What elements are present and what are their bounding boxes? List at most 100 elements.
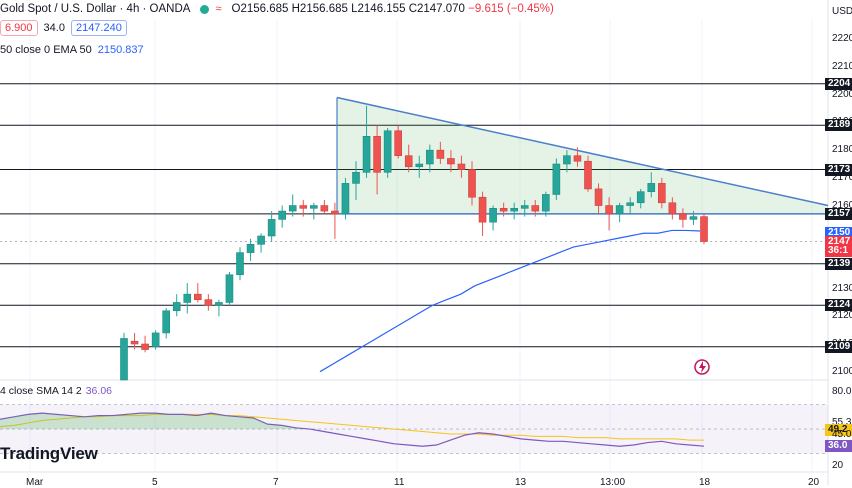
low-value: L2146.155 xyxy=(351,3,406,15)
sell-price-button[interactable]: 6.900 xyxy=(0,20,38,36)
candle-body xyxy=(194,293,202,300)
chart-header: Gold Spot / U.S. Dollar · 4h · OANDA ≈ O… xyxy=(0,0,554,18)
rsi-label: 4 close SMA 14 2 xyxy=(0,385,82,397)
ema-legend[interactable]: 50 close 0 EMA 50 2150.837 xyxy=(0,44,144,56)
candle-body xyxy=(594,188,603,206)
price-tick-label: 2120 xyxy=(832,310,852,322)
candle-body xyxy=(172,302,181,312)
rsi-tick-label: 36.0 xyxy=(825,440,852,453)
rsi-tick-label: 49.2 xyxy=(825,424,852,437)
candle-body xyxy=(552,163,561,195)
candle-body xyxy=(468,169,476,198)
price-level-tag: 2157 xyxy=(825,207,852,220)
candle-body xyxy=(257,235,265,245)
candle-body xyxy=(151,332,160,348)
price-tick-label: 2220 xyxy=(832,33,852,45)
symbol-title[interactable]: Gold Spot / U.S. Dollar · 4h · OANDA xyxy=(0,3,191,15)
change-value: −9.615 (−0.45%) xyxy=(468,3,554,15)
candle-body xyxy=(278,210,286,220)
candle-body xyxy=(668,202,677,215)
price-level-tag: 2189 xyxy=(825,119,852,132)
price-level-tag: 2147 xyxy=(825,235,852,248)
candle-body xyxy=(605,205,613,215)
candle-body xyxy=(563,155,571,165)
candle-body xyxy=(436,149,445,159)
price-tick-label: 2170 xyxy=(832,171,852,183)
candle-body xyxy=(236,252,244,276)
candle-body xyxy=(404,155,413,168)
rsi-overbought-fill xyxy=(0,413,704,430)
waves-icon: ≈ xyxy=(215,3,222,15)
candle-body xyxy=(120,338,128,381)
ema-label: 50 close 0 EMA 50 xyxy=(0,44,92,56)
candle-body xyxy=(383,130,392,173)
candle-body xyxy=(478,196,487,223)
candle-body xyxy=(689,216,698,220)
candle-body xyxy=(626,202,634,206)
candle-body xyxy=(299,205,308,209)
price-level-tag: 2124 xyxy=(825,299,852,312)
candle-body xyxy=(141,343,149,350)
spread-value: 34.0 xyxy=(43,22,65,34)
candle-body xyxy=(658,183,666,204)
close-value: C2147.070 xyxy=(408,3,465,15)
candle-body xyxy=(130,340,139,345)
candle-body xyxy=(162,310,170,334)
candle-body xyxy=(499,208,508,212)
candle-body xyxy=(457,163,466,170)
candle-body xyxy=(288,205,297,212)
candle-body xyxy=(204,299,213,306)
rsi-line xyxy=(0,412,705,447)
lightning-icon[interactable] xyxy=(694,359,710,375)
price-level-tag: 2204 xyxy=(825,77,852,90)
rsi-legend[interactable]: 4 close SMA 14 2 36.06 xyxy=(0,385,112,397)
triangle-upper-edge xyxy=(336,96,829,207)
logo-text: TradingView xyxy=(0,444,98,463)
rsi-value: 36.06 xyxy=(85,385,112,397)
high-value: H2156.685 xyxy=(291,3,348,15)
candle-body xyxy=(520,205,529,209)
open-value: O2156.685 xyxy=(231,3,289,15)
candle-body xyxy=(352,172,360,184)
candle-body xyxy=(700,216,708,242)
candle-body xyxy=(415,163,424,168)
price-tick-label: 2200 xyxy=(832,88,852,100)
price-tick-label: 2210 xyxy=(832,61,852,73)
rsi-pane xyxy=(0,404,828,455)
candle-body xyxy=(246,244,255,253)
price-tick-label: 2180 xyxy=(832,144,852,156)
candle-body xyxy=(573,155,582,162)
time-tick-label: 13:00 xyxy=(600,477,626,488)
candle-body xyxy=(215,302,223,306)
candle-body xyxy=(531,205,540,212)
price-tick-label: 2130 xyxy=(832,282,852,294)
buy-price-button[interactable]: 2147.240 xyxy=(70,20,127,36)
time-tick-label: 13 xyxy=(515,477,527,488)
price-level-tag: 2139 xyxy=(825,257,852,270)
rsi-tick-label: 80.0 xyxy=(832,386,852,398)
triangle-pattern[interactable] xyxy=(336,96,829,215)
candle-body xyxy=(362,136,371,173)
candles xyxy=(120,105,708,381)
ema-50-line xyxy=(319,229,701,373)
candle-body xyxy=(341,183,350,215)
triangle-fill xyxy=(337,97,828,214)
candle-body xyxy=(489,208,497,223)
ohlc-values: O2156.685 H2156.685 L2146.155 C2147.070 … xyxy=(232,3,554,15)
price-level-tag: 2173 xyxy=(825,163,852,176)
ema-value: 2150.837 xyxy=(97,44,144,56)
tradingview-logo[interactable]: TradingView xyxy=(0,444,98,464)
horizontal-levels xyxy=(0,83,828,348)
candle-body xyxy=(447,158,455,165)
time-tick-label: 7 xyxy=(273,477,279,488)
candle-body xyxy=(636,191,645,204)
quote-row: 6.900 34.0 2147.240 xyxy=(0,20,133,36)
candle-body xyxy=(647,183,656,192)
rsi-tick-label: 20 xyxy=(832,459,844,471)
time-tick-label: Mar xyxy=(26,477,44,488)
candle-body xyxy=(310,205,318,209)
rsi-tick-label: 45.0 xyxy=(832,429,852,441)
price-level-tag: 2109 xyxy=(825,340,852,353)
rsi-tick-label: 55.3 xyxy=(832,416,852,428)
